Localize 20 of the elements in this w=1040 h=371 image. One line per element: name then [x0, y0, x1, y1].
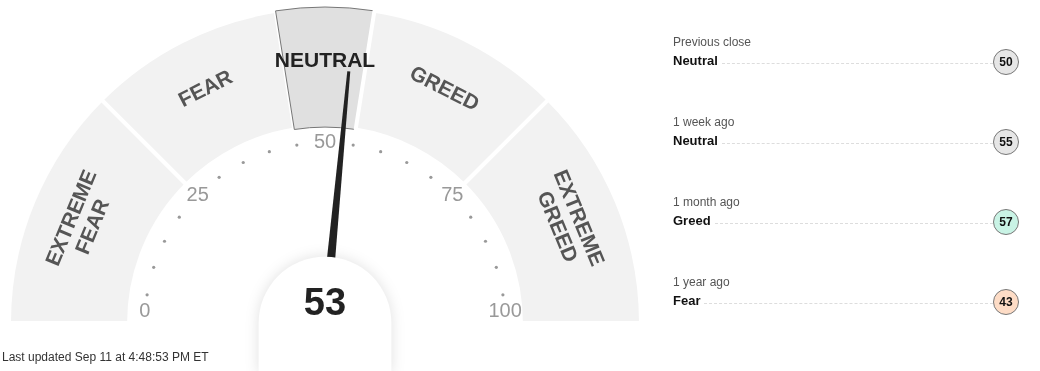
text: Neutral	[673, 133, 718, 148]
data-label: 55	[993, 129, 1019, 155]
text: 25	[186, 183, 209, 206]
category-label: 1 week ago	[673, 115, 735, 129]
text: Neutral	[673, 53, 718, 68]
text: 75	[441, 183, 464, 206]
text: Greed	[673, 213, 711, 228]
category-label: 1 year ago	[673, 275, 730, 289]
category-label: Previous close	[673, 35, 752, 49]
slice-label: NEUTRAL	[274, 47, 376, 71]
text: 0	[139, 298, 151, 321]
data-label: 57	[993, 209, 1019, 235]
text: 100	[488, 298, 522, 321]
data-label: 50	[993, 49, 1019, 75]
category-label: 1 month ago	[673, 195, 740, 209]
text: 50	[313, 130, 337, 153]
text: Last updated Sep 11 at 4:48:53 PM ET	[2, 350, 209, 364]
text: Fear	[673, 293, 701, 308]
text: 53	[303, 281, 347, 324]
data-label: 43	[993, 289, 1019, 315]
